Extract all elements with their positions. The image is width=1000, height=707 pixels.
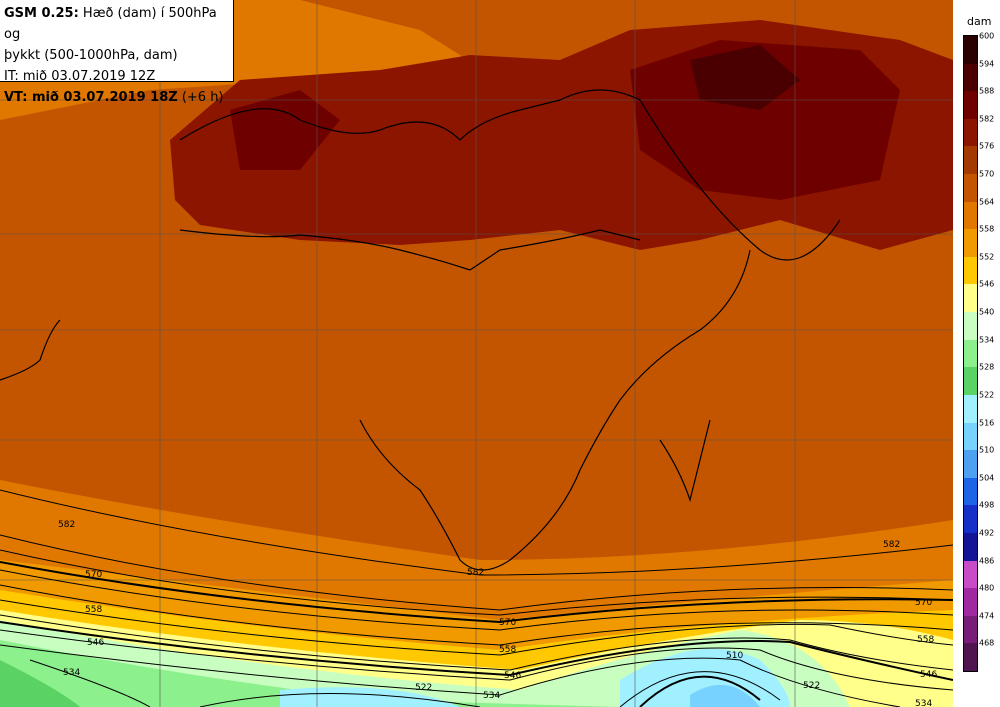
colorbar-unit: dam (967, 15, 992, 28)
contour-label: 510 (726, 651, 743, 661)
colorbar-tick-label: 492 (979, 528, 995, 538)
colorbar-segment (964, 146, 977, 175)
colorbar-segment (964, 505, 977, 534)
colorbar-segment (964, 643, 977, 672)
colorbar-tick-label: 468 (979, 638, 995, 648)
contour-label: 546 (87, 638, 104, 648)
colorbar-tick-label: 570 (979, 169, 995, 179)
colorbar-segment (964, 394, 977, 423)
field-maroon-west (230, 90, 340, 170)
colorbar-tick-label: 546 (979, 279, 995, 289)
colorbar-tick-label: 486 (979, 556, 995, 566)
model-name: GSM 0.25: (4, 6, 79, 21)
colorbar-tick-label: 594 (979, 59, 995, 69)
weather-map: 582 570 558 546 534 582 570 558 546 534 … (0, 0, 953, 707)
colorbar-segment (964, 560, 977, 589)
colorbar-segment (964, 312, 977, 341)
colorbar-tick-label: 534 (979, 335, 995, 345)
colorbar-tick-label: 552 (979, 252, 995, 262)
graticule (0, 0, 953, 707)
thick-contours (0, 561, 953, 707)
colorbar-segment (964, 201, 977, 230)
contour-label: 534 (63, 668, 80, 678)
colorbar-tick-label: 474 (979, 611, 995, 621)
field-darkest-core (690, 45, 800, 110)
colorbar-segment (964, 615, 977, 644)
colorbar-segment (964, 450, 977, 479)
band-534 (0, 640, 620, 707)
contour-label: 522 (803, 681, 820, 691)
colorbar-tick-label: 504 (979, 473, 995, 483)
field-interior-east (700, 250, 953, 430)
contour-label: 534 (915, 699, 932, 707)
colorbar-segment (964, 229, 977, 258)
colorbar-segment (964, 284, 977, 313)
colorbar-segment (964, 422, 977, 451)
colorbar-tick-label: 540 (979, 307, 995, 317)
title-line-1: GSM 0.25: Hæð (dam) í 500hPa og (4, 3, 229, 45)
contour-label: 522 (415, 683, 432, 693)
colorbar-tick-label: 558 (979, 224, 995, 234)
valid-time-label: VT: mið 03.07.2019 18Z (4, 90, 178, 105)
band-516-east (690, 684, 760, 707)
colorbar-tick-label: 480 (979, 583, 995, 593)
map-title-box: GSM 0.25: Hæð (dam) í 500hPa og þykkt (5… (0, 0, 234, 105)
colorbar-tick-label: 600 (979, 31, 995, 41)
colorbar-segment (964, 36, 977, 65)
colorbar-tick-label: 564 (979, 197, 995, 207)
colorbar-segment (964, 174, 977, 203)
contour-label: 558 (917, 635, 934, 645)
contour-label-group: 582 570 558 546 534 582 570 558 546 534 … (58, 520, 937, 707)
contour-label: 546 (504, 671, 521, 681)
colorbar-segment (964, 63, 977, 92)
colorbar-segment (964, 588, 977, 617)
contour-label: 582 (58, 520, 75, 530)
colorbar-segment (964, 118, 977, 147)
title-line-2: þykkt (500-1000hPa, dam) (4, 48, 178, 63)
colorbar-tick-label: 576 (979, 141, 995, 151)
initial-time: IT: mið 03.07.2019 12Z (4, 69, 156, 84)
contour-label: 570 (499, 618, 516, 628)
valid-time: VT: mið 03.07.2019 18Z (+6 h) (4, 87, 229, 108)
colorbar-segment (964, 532, 977, 562)
colorbar-segment (964, 91, 977, 120)
contour-label: 558 (499, 645, 516, 655)
contour-label: 570 (85, 570, 102, 580)
forecast-offset: (+6 h) (177, 90, 224, 105)
band-522-center (280, 687, 460, 707)
colorbar-tick-label: 516 (979, 418, 995, 428)
colorbar-segment (964, 367, 977, 396)
colorbar-tick-label: 510 (979, 445, 995, 455)
contour-label: 582 (883, 540, 900, 550)
colorbar-tick-label: 498 (979, 500, 995, 510)
colorbar-tick-label: 582 (979, 114, 995, 124)
colorbar-tick-label: 588 (979, 86, 995, 96)
title-text: Hæð (dam) í 500hPa og (4, 6, 217, 42)
band-528-west (0, 660, 80, 707)
thickness-contours (0, 489, 953, 707)
contour-label: 534 (483, 691, 500, 701)
contour-label: 582 (467, 568, 484, 578)
contour-label: 546 (920, 670, 937, 680)
colorbar-segment (964, 477, 977, 506)
colorbar-segment (964, 339, 977, 368)
contour-label: 570 (915, 598, 932, 608)
contour-label: 558 (85, 605, 102, 615)
colorbar-tick-label: 522 (979, 390, 995, 400)
colorbar-scale (963, 35, 978, 672)
coastlines (0, 89, 841, 571)
colorbar-tick-label: 528 (979, 362, 995, 372)
colorbar-segment (964, 256, 977, 285)
